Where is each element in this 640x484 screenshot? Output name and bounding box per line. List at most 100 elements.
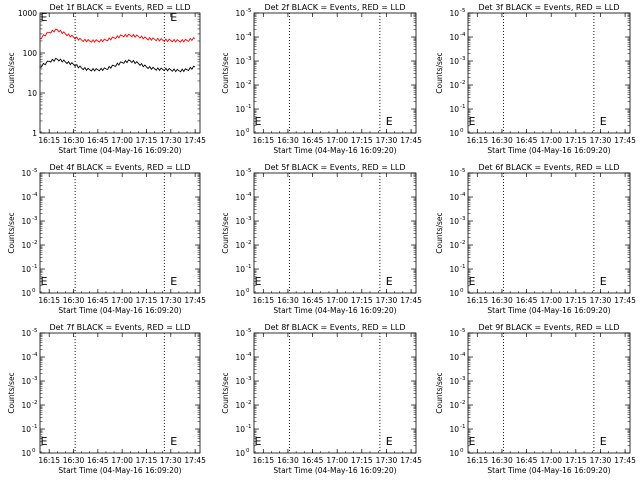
x-tick-label: 17:45 (614, 136, 636, 145)
y-tick-exponent: -5 (246, 168, 252, 174)
y-tick-label: 10 (235, 193, 245, 202)
x-tick-label: 17:00 (326, 136, 348, 145)
x-axis-label: Start Time (04-May-16 16:09:20) (58, 466, 181, 475)
y-tick-label: 10 (21, 425, 31, 434)
y-tick-exponent: -1 (32, 264, 37, 270)
y-tick-exponent: 0 (460, 448, 464, 454)
x-tick-label: 16:30 (277, 296, 299, 305)
x-tick-label: 17:30 (160, 136, 182, 145)
x-tick-label: 16:30 (491, 136, 513, 145)
y-tick-label: 10 (235, 265, 245, 274)
y-axis-label: Counts/sec (7, 212, 16, 253)
x-axis-label: Start Time (04-May-16 16:09:20) (58, 306, 181, 315)
y-tick-label: 10 (235, 401, 245, 410)
y-tick-label: 10 (449, 57, 459, 66)
y-tick-exponent: 0 (460, 128, 464, 134)
y-tick-label: 10 (449, 217, 459, 226)
y-tick-label: 10 (235, 289, 245, 298)
x-tick-label: 17:45 (400, 456, 422, 465)
y-tick-exponent: -4 (460, 192, 466, 198)
y-tick-label: 10 (235, 377, 245, 386)
y-tick-exponent: -1 (246, 264, 251, 270)
event-marker: E (254, 115, 261, 128)
x-tick-label: 17:30 (376, 136, 398, 145)
y-tick-exponent: -4 (246, 352, 252, 358)
y-tick-exponent: -1 (460, 104, 465, 110)
event-marker: E (386, 435, 393, 448)
x-tick-label: 17:15 (351, 456, 373, 465)
x-tick-label: 16:45 (302, 296, 324, 305)
y-tick-exponent: -1 (460, 264, 465, 270)
y-tick-label: 10 (235, 217, 245, 226)
y-tick-exponent: -2 (32, 240, 37, 246)
x-tick-label: 16:30 (63, 296, 85, 305)
y-tick-exponent: -1 (246, 424, 251, 430)
x-tick-label: 17:15 (565, 136, 587, 145)
y-tick-label: 10 (21, 193, 31, 202)
plot-frame (253, 12, 417, 134)
y-axis-label: Counts/sec (7, 52, 16, 93)
y-tick-exponent: -2 (246, 400, 251, 406)
y-tick-label: 10 (235, 9, 245, 18)
x-tick-label: 17:30 (160, 296, 182, 305)
y-tick-label: 10 (21, 377, 31, 386)
y-tick-exponent: -3 (32, 376, 38, 382)
x-tick-label: 16:15 (252, 296, 274, 305)
event-marker: E (40, 11, 47, 24)
x-tick-label: 17:15 (565, 456, 587, 465)
event-marker: E (386, 275, 393, 288)
y-tick-label: 10 (449, 449, 459, 458)
y-tick-exponent: 0 (32, 288, 36, 294)
y-tick-exponent: -5 (460, 168, 466, 174)
plot-frame (467, 172, 631, 294)
y-tick-label: 10 (449, 329, 459, 338)
x-tick-label: 16:15 (38, 136, 60, 145)
x-tick-label: 16:45 (302, 136, 324, 145)
y-tick-exponent: -5 (460, 8, 466, 14)
event-marker: E (600, 115, 607, 128)
y-axis-label: Counts/sec (221, 212, 230, 253)
y-tick-exponent: -4 (32, 352, 38, 358)
y-tick-label: 10 (21, 265, 31, 274)
y-tick-label: 1000 (18, 9, 37, 18)
y-tick-exponent: 0 (246, 448, 250, 454)
y-tick-label: 10 (235, 57, 245, 66)
chart-title: Det 4f BLACK = Events, RED = LLD (49, 163, 190, 172)
x-tick-label: 17:15 (136, 296, 158, 305)
x-tick-label: 17:45 (184, 296, 206, 305)
event-marker: E (386, 115, 393, 128)
x-tick-label: 17:30 (590, 136, 612, 145)
x-tick-label: 17:30 (160, 456, 182, 465)
event-marker: E (40, 275, 47, 288)
chart-title: Det 2f BLACK = Events, RED = LLD (264, 3, 405, 12)
x-tick-label: 17:15 (136, 136, 158, 145)
y-tick-label: 10 (449, 9, 459, 18)
y-axis-label: Counts/sec (7, 372, 16, 413)
x-tick-label: 16:15 (38, 456, 60, 465)
event-marker: E (600, 435, 607, 448)
y-tick-label: 10 (235, 329, 245, 338)
y-tick-label: 10 (21, 289, 31, 298)
y-tick-exponent: -3 (460, 376, 466, 382)
x-tick-label: 17:00 (111, 136, 133, 145)
y-tick-exponent: -1 (460, 424, 465, 430)
x-tick-label: 17:45 (614, 296, 636, 305)
x-tick-label: 16:45 (87, 136, 109, 145)
y-tick-exponent: -2 (460, 400, 465, 406)
x-tick-label: 17:15 (351, 136, 373, 145)
y-tick-label: 10 (449, 425, 459, 434)
y-tick-exponent: -5 (246, 8, 252, 14)
y-tick-exponent: -5 (246, 328, 252, 334)
x-axis-label: Start Time (04-May-16 16:09:20) (273, 466, 396, 475)
x-tick-label: 17:00 (540, 296, 562, 305)
x-axis-label: Start Time (04-May-16 16:09:20) (487, 146, 610, 155)
x-tick-label: 16:45 (516, 136, 538, 145)
series-line-events (39, 57, 196, 73)
y-tick-label: 10 (449, 265, 459, 274)
y-tick-label: 10 (449, 33, 459, 42)
chart-title: Det 3f BLACK = Events, RED = LLD (478, 3, 619, 12)
y-tick-label: 10 (449, 241, 459, 250)
y-tick-label: 10 (449, 81, 459, 90)
y-tick-exponent: -4 (460, 352, 466, 358)
